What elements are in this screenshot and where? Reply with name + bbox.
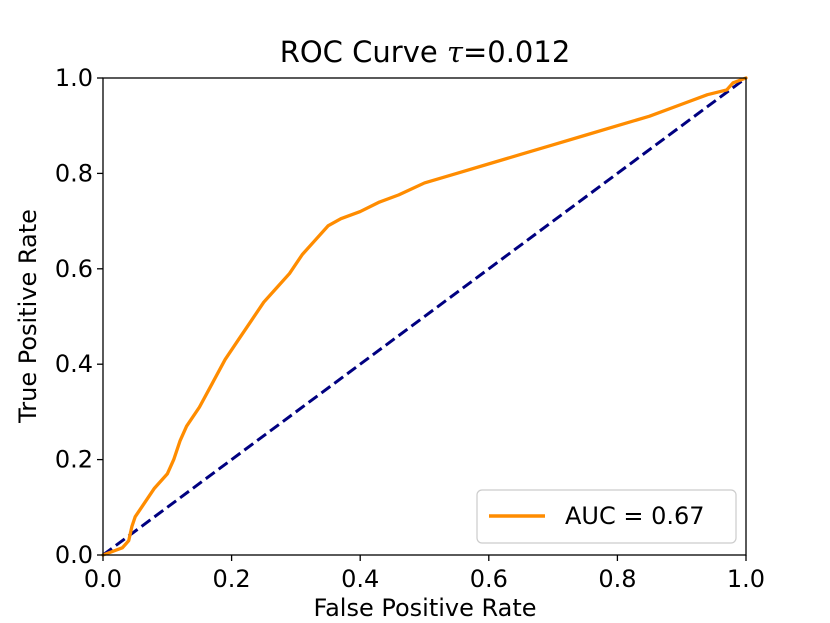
x-axis-label: False Positive Rate (313, 594, 536, 622)
x-tick-label: 0.2 (213, 565, 251, 593)
y-tick-label: 0.8 (55, 159, 93, 187)
tau-symbol: τ (447, 35, 464, 69)
y-tick-label: 1.0 (55, 64, 93, 92)
x-axis-ticks: 0.0 0.2 0.4 0.6 0.8 1.0 (84, 555, 765, 593)
roc-curve-line (101, 76, 748, 557)
x-tick-label: 0.6 (470, 565, 508, 593)
diagonal-reference-line (102, 76, 747, 557)
y-tick-label: 0.0 (55, 541, 93, 569)
y-axis-ticks: 0.0 0.2 0.4 0.6 0.8 1.0 (55, 64, 103, 569)
x-tick-label: 1.0 (727, 565, 765, 593)
chart-title: ROC Curve τ=0.012 (280, 35, 571, 69)
x-tick-label: 0.8 (598, 565, 636, 593)
x-tick-label: 0.0 (84, 565, 122, 593)
plot-lines (101, 76, 748, 557)
y-axis-label: True Positive Rate (14, 209, 42, 424)
legend-label-auc: AUC = 0.67 (565, 502, 705, 530)
plot-frame (102, 77, 747, 556)
legend: AUC = 0.67 (476, 489, 737, 544)
x-tick-label: 0.4 (341, 565, 379, 593)
y-tick-label: 0.4 (55, 350, 93, 378)
y-tick-label: 0.6 (55, 255, 93, 283)
legend-box (476, 489, 737, 544)
y-tick-label: 0.2 (55, 446, 93, 474)
